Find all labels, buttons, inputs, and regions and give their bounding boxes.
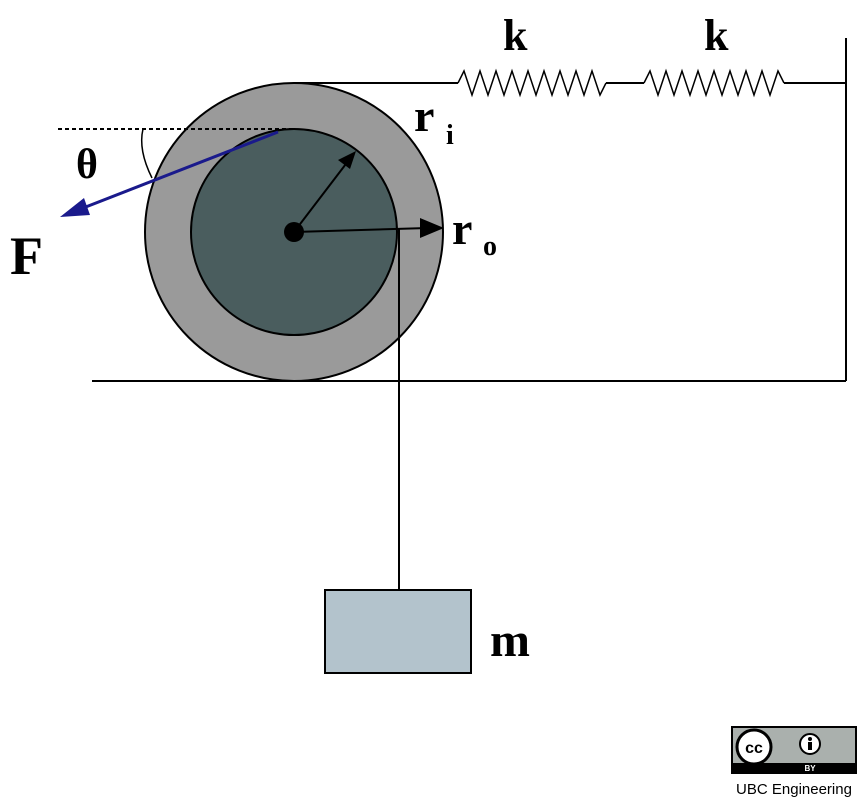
mass-label: m <box>490 614 530 667</box>
spring-right <box>643 68 785 98</box>
outer-radius-label: r <box>452 203 472 254</box>
outer-radius-arrowhead <box>420 218 444 238</box>
inner-radius-arrow <box>293 155 353 233</box>
outer-radius-arrow <box>293 227 429 233</box>
credit-text: UBC Engineering <box>736 781 852 798</box>
inner-radius-label: r <box>414 90 434 141</box>
by-badge-text: BY <box>804 764 816 773</box>
outer-radius-subscript: o <box>483 231 497 262</box>
angle-arc <box>140 128 153 179</box>
angle-label: θ <box>76 142 98 188</box>
inner-radius-subscript: i <box>446 120 454 151</box>
spring-left-label: k <box>503 11 528 60</box>
cc-by-badge: cc BY <box>731 726 857 774</box>
spring-left <box>457 68 607 98</box>
force-label: F <box>10 226 43 286</box>
cc-badge-text: cc <box>745 740 763 757</box>
force-arrowhead <box>60 198 90 217</box>
center-pin <box>284 222 304 242</box>
inner-radius-arrowhead <box>338 151 356 169</box>
mass-block <box>324 589 472 674</box>
force-line <box>77 130 279 212</box>
spring-right-label: k <box>704 11 729 60</box>
